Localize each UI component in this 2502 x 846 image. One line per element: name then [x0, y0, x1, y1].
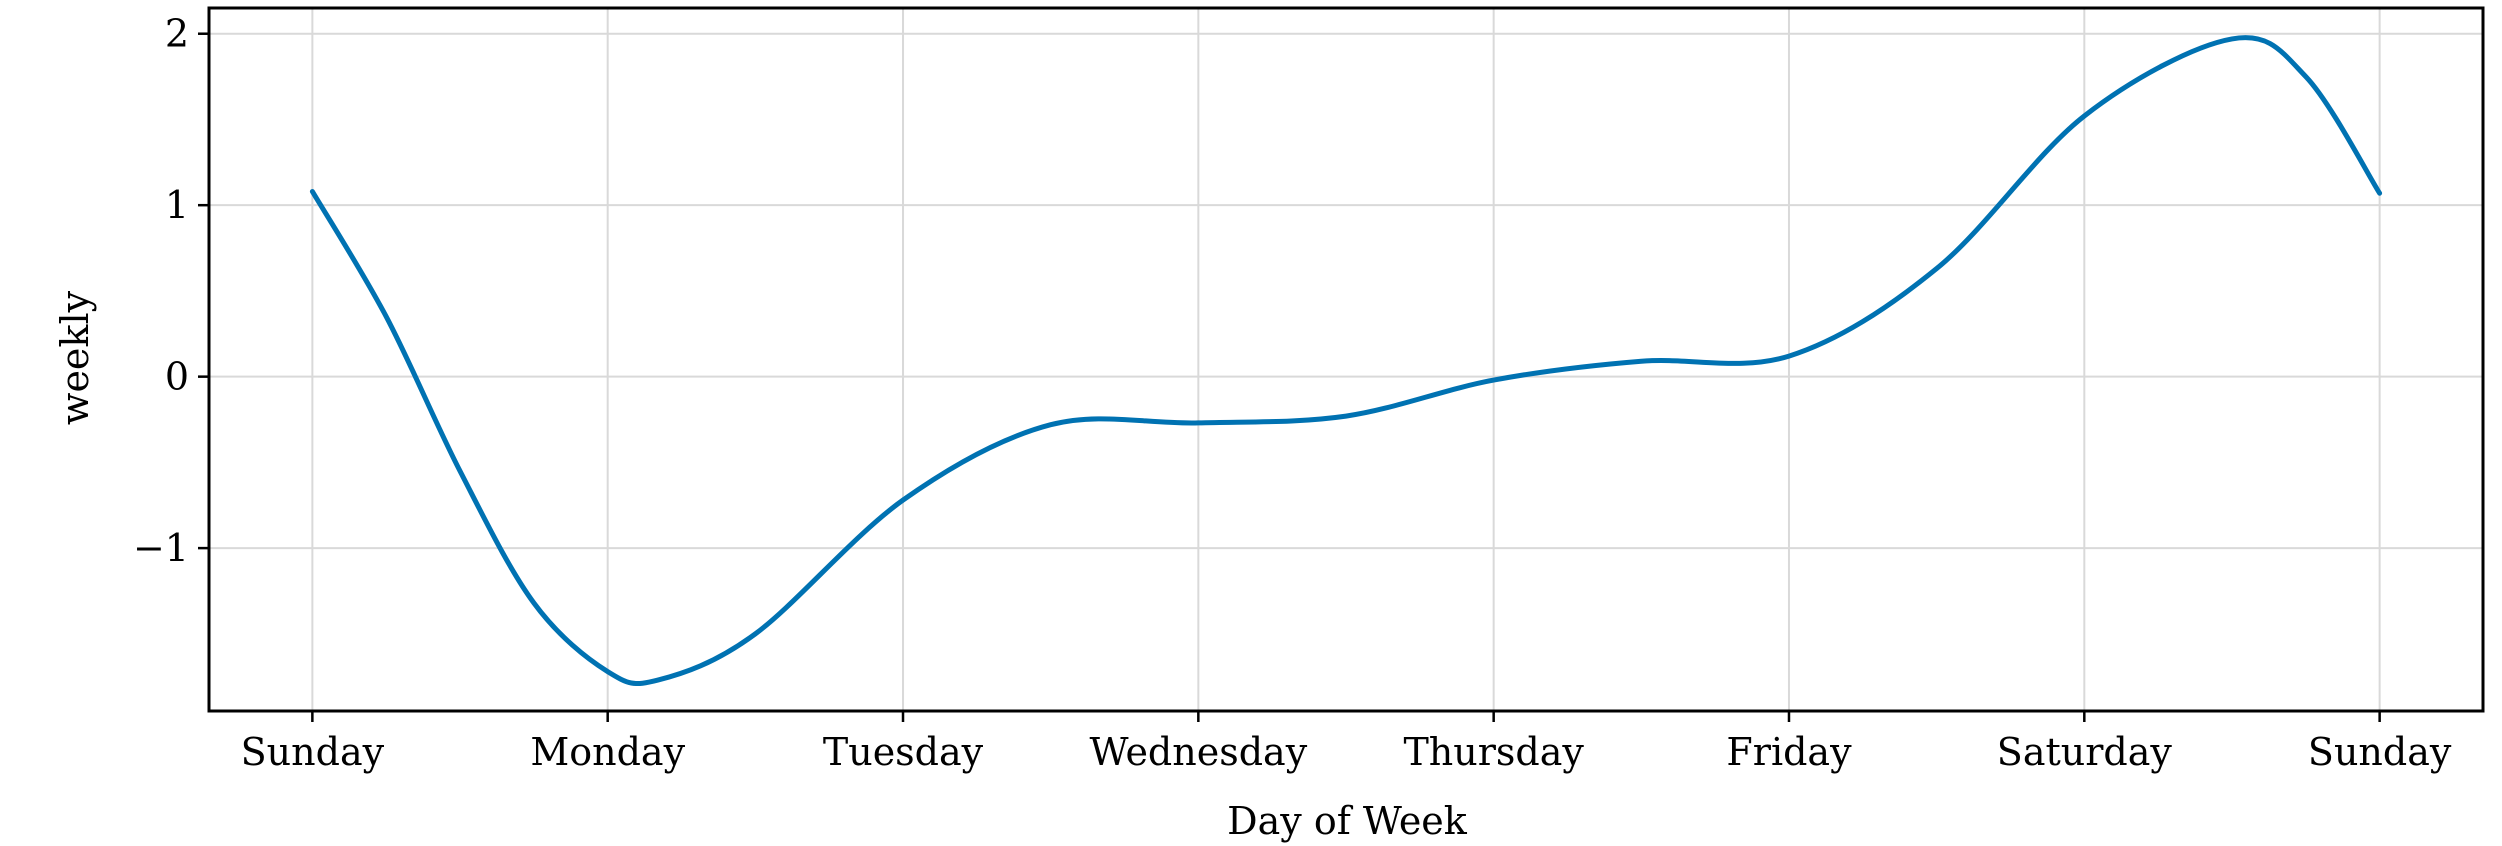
y-tick-label: 2 — [165, 12, 189, 56]
y-tick-label: 1 — [165, 183, 189, 227]
series-line-layer — [309, 35, 2383, 687]
x-tick-label: Saturday — [1997, 730, 2173, 774]
x-axis-label: Day of Week — [1227, 799, 1468, 843]
x-tick-label: Wednesday — [1089, 730, 1307, 774]
plot-frame — [207, 6, 2485, 713]
weekly-series-line — [309, 35, 2383, 687]
x-tick-label: Sunday — [241, 730, 385, 774]
x-tick-label: Tuesday — [823, 730, 984, 774]
y-axis-label: weekly — [53, 290, 97, 425]
x-tick-label: Sunday — [2308, 730, 2452, 774]
y-tick-label: 0 — [165, 355, 189, 399]
x-tick-label: Friday — [1726, 730, 1852, 774]
axis-ticks: Sunday Monday Tuesday Wednesday Thursday Frid… — [133, 12, 2452, 774]
grid — [209, 8, 2483, 711]
x-tick-label: Thursday — [1403, 730, 1584, 774]
y-tick-label: −1 — [133, 526, 189, 570]
x-tick-label: Monday — [530, 730, 685, 774]
